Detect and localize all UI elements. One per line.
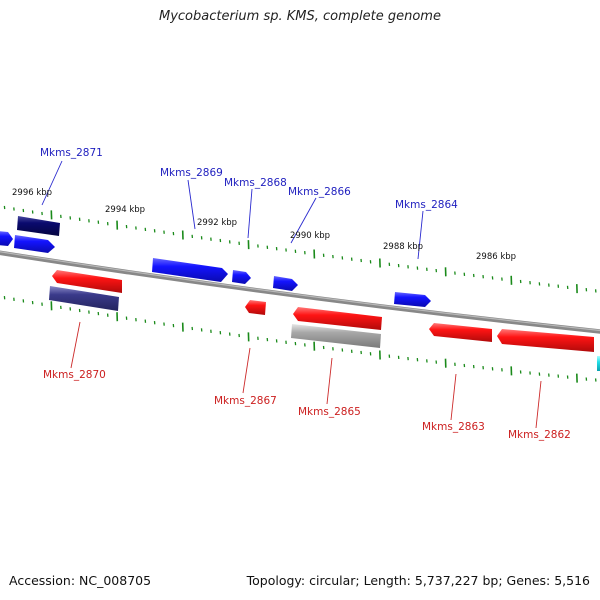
position-label: 2986 kbp — [476, 252, 516, 262]
leader-line — [242, 347, 251, 394]
gene-arrow[interactable] — [49, 286, 119, 311]
gene-arrow[interactable] — [0, 231, 13, 246]
gene-label[interactable]: Mkms_2870 — [43, 369, 106, 381]
forward-genes — [0, 216, 431, 307]
gene-arrow[interactable] — [293, 307, 382, 330]
gene-arrow[interactable] — [52, 270, 122, 293]
gene-arrow[interactable] — [152, 258, 228, 282]
position-label: 2992 kbp — [197, 218, 237, 228]
leader-line — [450, 373, 457, 421]
leader-line — [41, 160, 63, 206]
position-label: 2994 kbp — [105, 205, 145, 215]
leader-line — [290, 197, 317, 244]
gene-label[interactable]: Mkms_2868 — [224, 177, 287, 189]
gene-label[interactable]: Mkms_2863 — [422, 421, 485, 433]
gene-arrow[interactable] — [232, 270, 251, 284]
gene-arrow[interactable] — [291, 324, 381, 348]
gene-arrow[interactable] — [597, 356, 600, 371]
gene-labels-forward: Mkms_2871 Mkms_2869 Mkms_2868 Mkms_2866 … — [40, 147, 458, 211]
gene-label[interactable]: Mkms_2862 — [508, 429, 571, 441]
gene-arrow[interactable] — [245, 300, 266, 315]
position-labels: 2996 kbp 2994 kbp 2992 kbp 2990 kbp 2988… — [12, 188, 516, 262]
position-label: 2996 kbp — [12, 188, 52, 198]
gene-label[interactable]: Mkms_2867 — [214, 395, 277, 407]
position-label: 2988 kbp — [383, 242, 423, 252]
gene-arrow[interactable] — [394, 292, 431, 307]
gene-label[interactable]: Mkms_2866 — [288, 186, 351, 198]
gene-arrow[interactable] — [17, 216, 60, 236]
genome-backbone — [0, 250, 600, 334]
position-label: 2990 kbp — [290, 231, 330, 241]
accession-text: Accession: NC_008705 — [9, 573, 152, 588]
gene-label[interactable]: Mkms_2864 — [395, 199, 458, 211]
map-title: Mycobacterium sp. KMS, complete genome — [159, 9, 441, 24]
position-ticks-upper — [3, 205, 597, 294]
leader-line — [535, 380, 542, 429]
leader-line — [247, 188, 253, 239]
leader-line — [70, 321, 81, 369]
gene-labels-reverse: Mkms_2870 Mkms_2867 Mkms_2865 Mkms_2863 … — [43, 369, 571, 441]
genome-summary-text: Topology: circular; Length: 5,737,227 bp… — [246, 573, 590, 588]
leader-line — [326, 357, 333, 405]
gene-arrow[interactable] — [273, 276, 298, 291]
gene-label[interactable]: Mkms_2869 — [160, 167, 223, 179]
gene-label[interactable]: Mkms_2865 — [298, 406, 361, 418]
position-ticks-lower — [3, 296, 597, 383]
reverse-genes — [49, 270, 600, 371]
gene-arrow[interactable] — [429, 323, 492, 342]
gene-arrow[interactable] — [14, 235, 55, 253]
leader-line — [417, 210, 424, 260]
gene-label[interactable]: Mkms_2871 — [40, 147, 103, 159]
leader-line — [187, 179, 196, 230]
gene-arrow[interactable] — [497, 329, 594, 352]
